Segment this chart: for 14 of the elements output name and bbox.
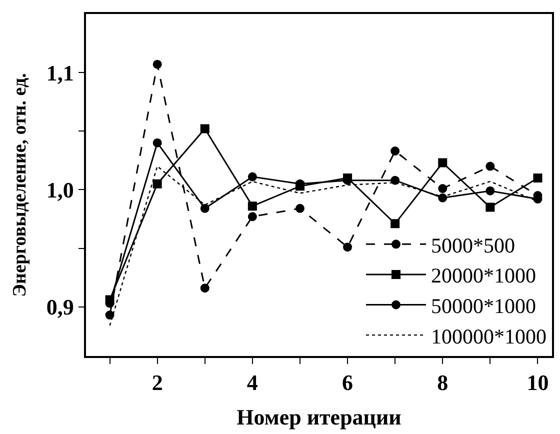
x-tick-label: 2 bbox=[152, 370, 163, 396]
y-tick-label: 1,1 bbox=[46, 60, 74, 86]
x-tick-label: 6 bbox=[342, 370, 354, 396]
y-axis-title: Энерговыделение, отн. ед. bbox=[10, 73, 31, 297]
y-tick-label: 0,9 bbox=[46, 294, 74, 320]
legend-label: 50000*1000 bbox=[431, 294, 536, 318]
legend-label: 5000*500 bbox=[431, 233, 515, 258]
legend-label: 20000*1000 bbox=[431, 264, 536, 288]
y-tick-label: 1,0 bbox=[46, 177, 74, 202]
x-tick-label: 4 bbox=[246, 370, 258, 396]
legend-label: 100000*1000 bbox=[431, 324, 546, 348]
x-tick-label: 10 bbox=[526, 370, 549, 396]
x-tick-label: 8 bbox=[437, 370, 448, 396]
x-axis-title: Номер итерации bbox=[236, 404, 402, 430]
